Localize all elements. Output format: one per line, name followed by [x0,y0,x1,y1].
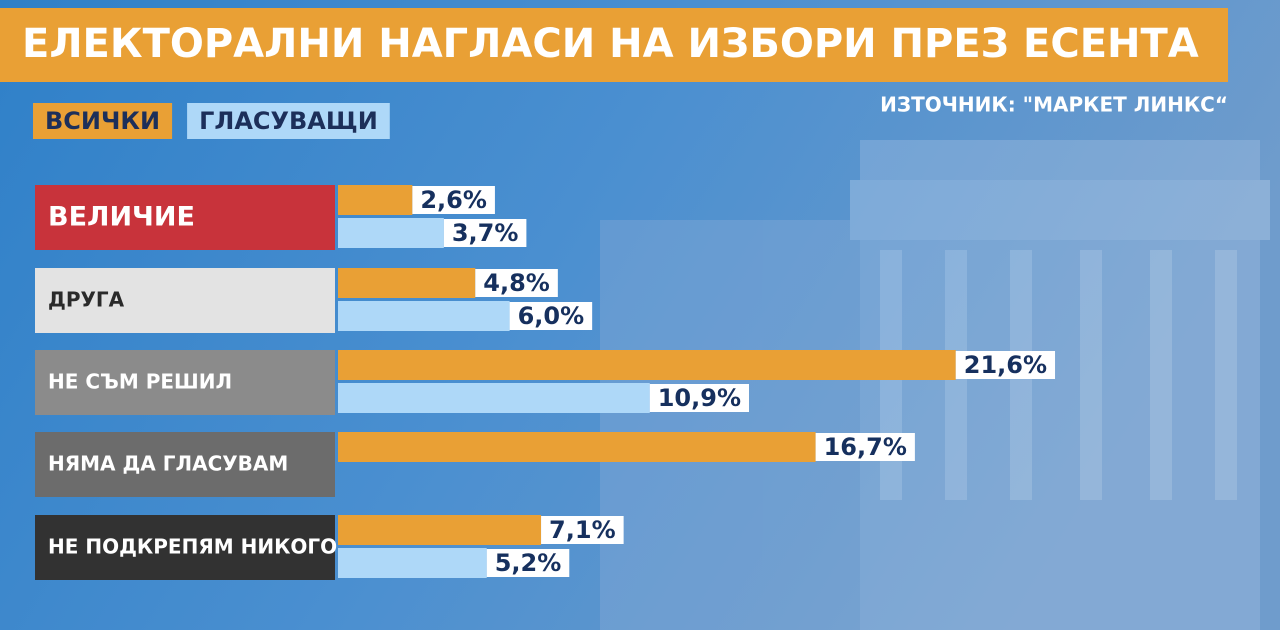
value-label: 6,0% [518,302,585,330]
category-label: НЕ СЪМ РЕШИЛ [48,370,232,394]
category-label: ДРУГА [48,288,125,312]
bar [338,432,816,462]
category-box [35,432,335,497]
bar [338,301,510,331]
bar [338,185,413,215]
value-label-box [412,186,495,214]
value-label: 7,1% [549,516,616,544]
value-label: 5,2% [495,549,562,577]
value-label-box [443,219,527,247]
legend-swatch [187,103,390,139]
value-label: 4,8% [483,269,550,297]
value-label-box [475,269,558,297]
bar [338,383,650,413]
chart-title: ЕЛЕКТОРАЛНИ НАГЛАСИ НА ИЗБОРИ ПРЕЗ ЕСЕНТ… [22,21,1199,67]
value-label-box [955,351,1056,379]
legend-label: ГЛАСУВАЩИ [199,107,378,135]
category-box [35,515,335,580]
category-label: НЕ ПОДКРЕПЯМ НИКОГО [48,535,337,559]
value-label-box [486,549,570,577]
bar [338,548,487,578]
value-label-box [815,433,915,461]
value-label: 2,6% [420,186,487,214]
category-box [35,268,335,333]
category-label: ВЕЛИЧИЕ [48,202,195,233]
value-label-box [541,516,624,544]
value-label: 3,7% [452,219,519,247]
legend-label: ВСИЧКИ [45,107,160,135]
value-label: 10,9% [658,384,741,412]
value-label-box [649,384,750,412]
value-label: 16,7% [824,433,907,461]
value-label-box [509,302,593,330]
category-box [35,350,335,415]
source: ИЗТОЧНИК: "МАРКЕТ ЛИНКС“ [880,93,1228,117]
category-label: НЯМА ДА ГЛАСУВАМ [48,452,288,476]
bar [338,218,444,248]
title-banner [0,8,1228,82]
bar [338,268,476,298]
category-box [35,185,335,250]
value-label: 21,6% [964,351,1047,379]
bar [338,350,956,380]
bar [338,515,542,545]
legend-swatch [33,103,173,139]
